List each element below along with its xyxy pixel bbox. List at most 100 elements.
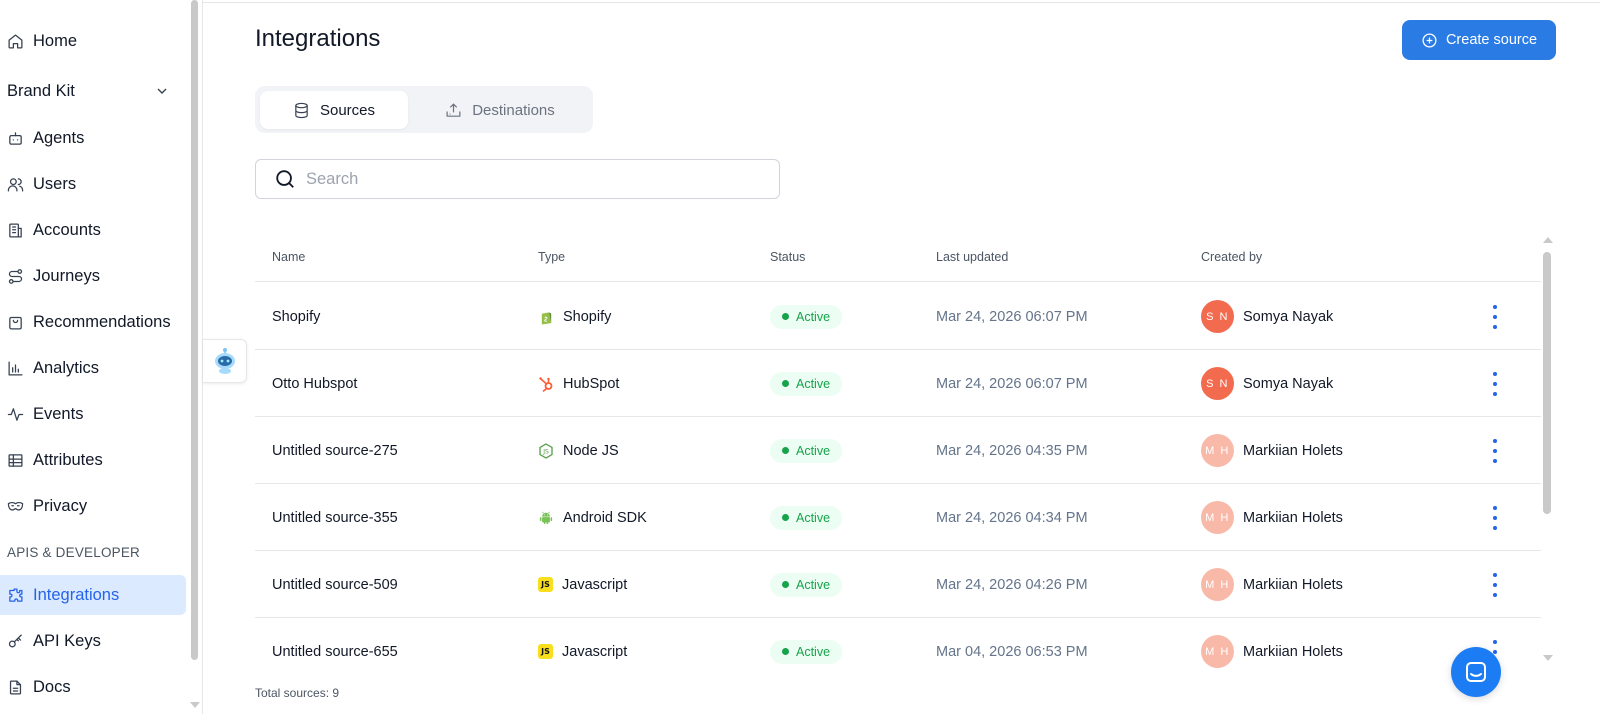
sidebar-item-docs[interactable]: Docs (0, 667, 186, 707)
file-text-icon (6, 678, 24, 696)
column-header-type: Type (538, 250, 566, 264)
sidebar-item-recommendations[interactable]: Recommendations (0, 302, 186, 342)
top-divider (203, 2, 1600, 3)
sidebar-item-label: Analytics (33, 358, 100, 377)
svg-text:JS: JS (542, 448, 549, 455)
sidebar-section-label: APIS & DEVELOPER (7, 545, 140, 560)
last-updated: Mar 24, 2026 04:26 PM (936, 576, 1088, 593)
sidebar-item-api-keys[interactable]: API Keys (0, 621, 186, 661)
table-row[interactable]: Otto Hubspot HubSpot Active Mar 24, 2026… (255, 350, 1541, 417)
created-by: S N Somya Nayak (1201, 350, 1333, 417)
home-icon (6, 32, 24, 50)
source-name: Untitled source-655 (272, 643, 398, 660)
source-name: Untitled source-509 (272, 576, 398, 593)
create-source-label: Create source (1445, 32, 1538, 48)
source-type: JS Node JS (538, 417, 619, 484)
sidebar-item-analytics[interactable]: Analytics (0, 348, 186, 388)
sidebar-group-brand-kit[interactable]: Brand Kit (0, 71, 186, 111)
scroll-down-arrow-icon[interactable] (190, 702, 200, 708)
search-box (255, 159, 780, 199)
creator-name: Markiian Holets (1243, 509, 1343, 526)
chat-launcher-button[interactable] (1451, 647, 1501, 697)
table-row[interactable]: Untitled source-275 JS Node JS Active Ma… (255, 417, 1541, 484)
bot-icon (6, 129, 24, 147)
status-badge: Active (770, 438, 843, 463)
create-source-button[interactable]: Create source (1402, 20, 1556, 60)
row-actions-menu-icon[interactable] (1489, 573, 1501, 597)
status-badge: Active (770, 505, 843, 530)
scroll-up-arrow-icon[interactable] (1543, 237, 1553, 243)
last-updated: Mar 24, 2026 04:35 PM (936, 442, 1088, 459)
javascript-icon: JS (538, 577, 553, 592)
status-text: Active (796, 644, 831, 659)
tab-destinations[interactable]: Destinations (420, 91, 580, 129)
source-type: JS Javascript (538, 618, 627, 668)
sidebar-item-home[interactable]: Home (0, 21, 186, 61)
scroll-down-arrow-icon[interactable] (1543, 655, 1553, 661)
table-row[interactable]: Untitled source-655 JS Javascript Active… (255, 618, 1541, 668)
source-name: Untitled source-355 (272, 509, 398, 526)
row-actions-menu-icon[interactable] (1489, 506, 1501, 530)
sidebar-item-journeys[interactable]: Journeys (0, 256, 186, 296)
status-dot-icon (782, 380, 789, 387)
sidebar-item-accounts[interactable]: Accounts (0, 210, 186, 250)
source-type: HubSpot (538, 350, 619, 417)
nodejs-icon: JS (538, 442, 554, 459)
sidebar-item-label: Events (33, 404, 84, 423)
source-name: Otto Hubspot (272, 375, 358, 392)
upload-icon (446, 103, 461, 117)
ai-assistant-button[interactable] (203, 339, 247, 383)
avatar: S N (1201, 367, 1234, 400)
status-dot-icon (782, 447, 789, 454)
sidebar-item-users[interactable]: Users (0, 164, 186, 204)
status-cell: Active (770, 484, 843, 551)
created-by: M H Markiian Holets (1201, 618, 1343, 668)
table-row[interactable]: Shopify Shopify Active Mar 24, 2026 06:0… (255, 283, 1541, 350)
puzzle-icon (6, 586, 24, 604)
users-icon (6, 175, 24, 193)
row-actions-menu-icon[interactable] (1489, 372, 1501, 396)
table-row[interactable]: Untitled source-355 Android SDK Active M… (255, 484, 1541, 551)
status-text: Active (796, 577, 831, 592)
status-cell: Active (770, 283, 843, 350)
created-by: M H Markiian Holets (1201, 484, 1343, 551)
sidebar-item-attributes[interactable]: Attributes (0, 440, 186, 480)
table-icon (6, 451, 24, 469)
search-input[interactable] (306, 169, 746, 189)
table-scrollbar[interactable] (1543, 252, 1551, 514)
status-text: Active (796, 309, 831, 324)
chevron-down-icon (154, 83, 170, 104)
avatar: M H (1201, 568, 1234, 601)
shopping-bag-icon (6, 313, 24, 331)
source-type-label: Android SDK (563, 509, 647, 526)
hubspot-icon (538, 376, 554, 392)
sidebar-item-agents[interactable]: Agents (0, 118, 186, 158)
javascript-icon: JS (538, 644, 553, 659)
sidebar-scrollbar[interactable] (191, 0, 198, 660)
creator-name: Markiian Holets (1243, 643, 1343, 660)
tab-label: Destinations (472, 101, 555, 119)
tab-label: Sources (319, 101, 376, 119)
source-name: Untitled source-275 (272, 442, 398, 459)
table-header: Name Type Status Last updated Created by (255, 238, 1541, 282)
source-type-label: HubSpot (563, 375, 620, 392)
sidebar-item-integrations[interactable]: Integrations (0, 575, 186, 615)
source-type: Shopify (538, 283, 611, 350)
row-actions-menu-icon[interactable] (1489, 305, 1501, 329)
sidebar-item-label: Journeys (33, 266, 100, 285)
sidebar-item-privacy[interactable]: Privacy (0, 486, 186, 526)
avatar: M H (1201, 635, 1234, 668)
row-actions-menu-icon[interactable] (1489, 439, 1501, 463)
chat-icon (1466, 662, 1486, 682)
source-type-label: Javascript (562, 576, 628, 593)
database-icon (295, 102, 308, 118)
sidebar-item-label: Attributes (33, 450, 103, 469)
avatar: S N (1201, 300, 1234, 333)
status-dot-icon (782, 581, 789, 588)
sidebar-item-label: Privacy (33, 496, 88, 515)
sidebar-item-events[interactable]: Events (0, 394, 186, 434)
tab-sources[interactable]: Sources (260, 91, 408, 129)
last-updated: Mar 24, 2026 04:34 PM (936, 509, 1088, 526)
column-header-last-updated: Last updated (936, 250, 1009, 264)
table-row[interactable]: Untitled source-509 JS Javascript Active… (255, 551, 1541, 618)
